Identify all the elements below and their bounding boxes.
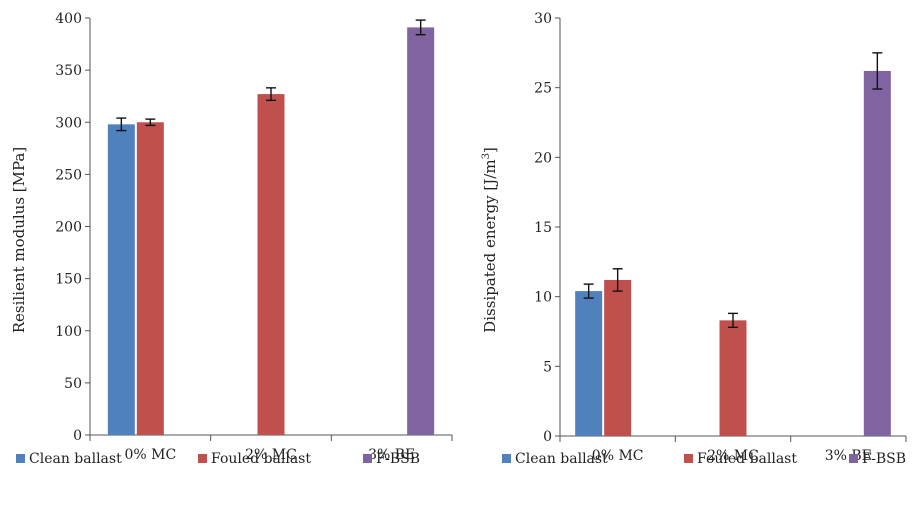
bar-clean-ballast-0-mc [107, 124, 135, 436]
legend-swatch-clean-ballast [16, 454, 25, 463]
y-tick-label: 250 [55, 167, 82, 183]
y-axis-title: Dissipated energy [J/m3] [481, 147, 499, 333]
legend-swatch-fouled-ballast [684, 454, 693, 463]
y-tick-label: 100 [55, 324, 82, 340]
x-tick-label: 0% MC [592, 448, 644, 464]
y-tick-label: 350 [55, 63, 82, 79]
y-tick-label: 30 [534, 11, 552, 27]
bar-fouled-ballast-0-mc [136, 122, 164, 435]
y-tick-label: 10 [534, 290, 552, 306]
y-tick-label: 50 [64, 376, 82, 392]
bar-fouled-ballast-0-mc [604, 279, 632, 436]
legend-label-fouled-ballast: Fouled ballast [697, 451, 797, 467]
legend-swatch-f-bsb [363, 454, 372, 463]
legend-swatch-clean-ballast [502, 454, 511, 463]
y-tick-label: 400 [55, 11, 82, 27]
legend-label-clean-ballast: Clean ballast [515, 451, 608, 467]
y-tick-label: 0 [73, 428, 82, 444]
y-axis-title: Resilient modulus [MPa] [10, 147, 28, 333]
y-tick-label: 25 [534, 81, 552, 97]
resilient-modulus-chart: Resilient modulus [MPa] 0 50 100 150 200 250 3… [10, 11, 453, 467]
y-tick-label: 300 [55, 115, 82, 131]
bar-f-bsb-3-be [407, 27, 435, 435]
legend-label-f-bsb: F-BSB [862, 451, 906, 467]
y-tick-label: 15 [534, 220, 552, 236]
dissipated-energy-chart: Dissipated energy [J/m3] 0 5 10 15 20 25 30 0% … [481, 11, 907, 467]
bar-clean-ballast-0-mc [575, 291, 603, 436]
x-tick-label: 2% MC [707, 448, 759, 464]
bar-fouled-ballast-2-mc [257, 94, 285, 435]
legend-swatch-fouled-ballast [198, 454, 207, 463]
y-tick-label: 0 [543, 429, 552, 445]
y-tick-label: 5 [543, 359, 552, 375]
x-tick-label: 3% BE [825, 448, 872, 464]
bar-fouled-ballast-2-mc [719, 320, 747, 436]
bar-f-bsb-3-be [863, 70, 891, 437]
x-tick-label: 0% MC [124, 447, 176, 463]
y-tick-label: 150 [55, 272, 82, 288]
y-tick-label: 20 [534, 150, 552, 166]
legend-label-fouled-ballast: Fouled ballast [211, 451, 311, 467]
y-tick-label: 200 [55, 220, 82, 236]
legend-swatch-f-bsb [849, 454, 858, 463]
legend-label-f-bsb: F-BSB [376, 451, 420, 467]
legend-label-clean-ballast: Clean ballast [29, 451, 122, 467]
x-tick-label: 2% MC [245, 447, 297, 463]
x-tick-label: 3% BE [368, 447, 415, 463]
